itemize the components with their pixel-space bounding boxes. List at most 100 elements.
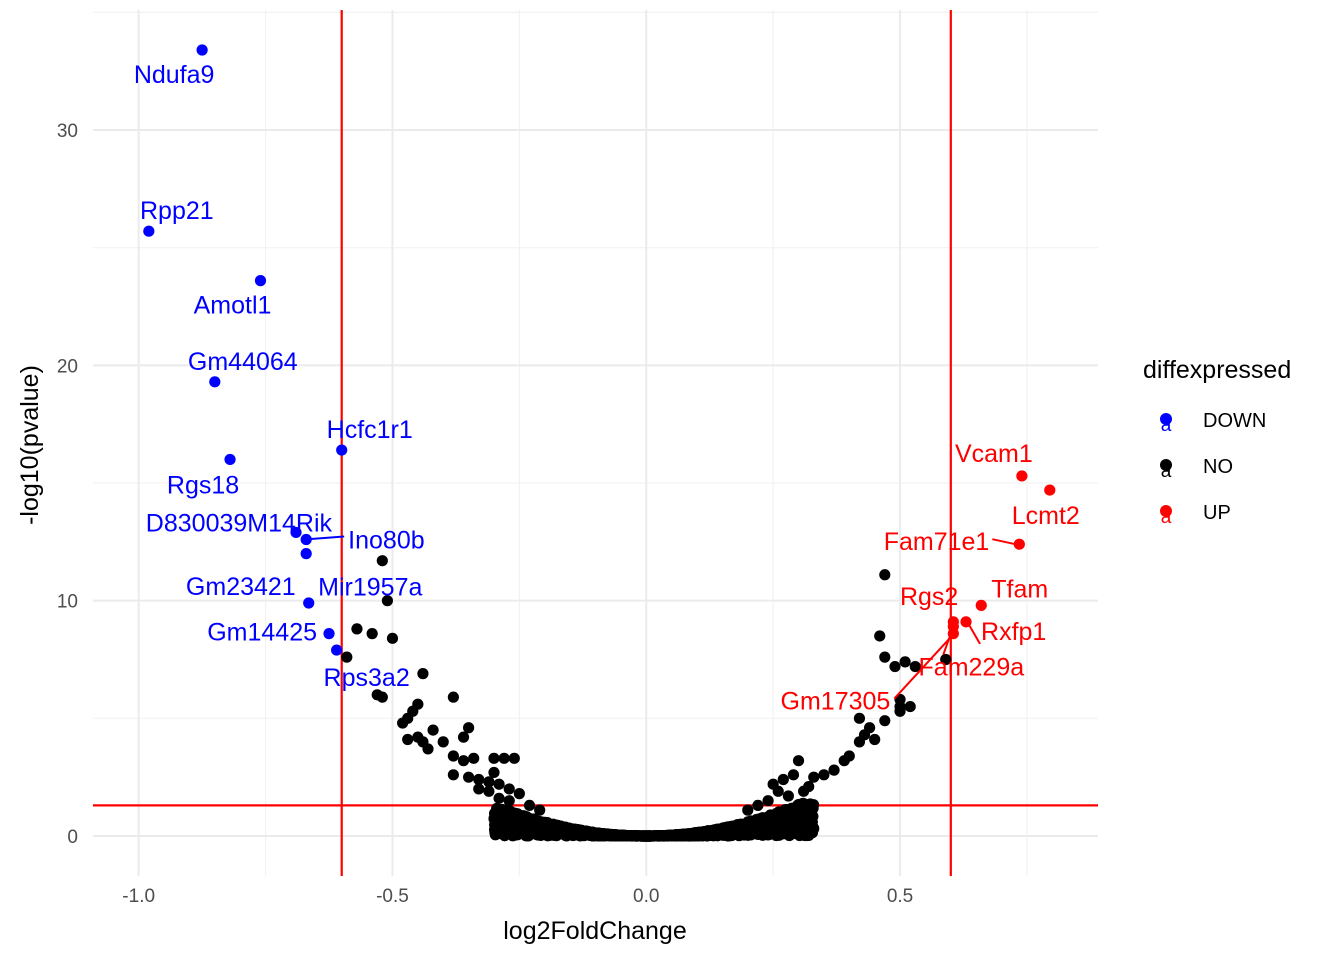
gene-label-amotl1: Amotl1: [194, 292, 272, 320]
grid-lines: [93, 10, 1098, 876]
point-no: [457, 731, 470, 743]
point-no: [730, 827, 742, 839]
legend-key-glyph: a: [1161, 461, 1172, 482]
point-no: [879, 651, 891, 663]
point-no: [571, 824, 583, 836]
legend-item-up: a UP: [1160, 502, 1231, 528]
gene-label-fam229a: Fam229a: [919, 654, 1025, 682]
point-no: [787, 769, 800, 781]
label-connectors: [304, 535, 1016, 700]
gene-label-rps3a2: Rps3a2: [324, 664, 410, 692]
point-no: [869, 733, 881, 746]
point-no: [447, 769, 459, 781]
point-no: [463, 722, 475, 734]
point-no: [493, 778, 505, 790]
point-no: [782, 790, 794, 802]
x-tick-label: -0.5: [376, 886, 409, 907]
point-up: [1016, 470, 1028, 482]
point-no: [402, 733, 414, 746]
point-down: [143, 225, 155, 237]
point-no: [437, 736, 449, 748]
point-no: [523, 799, 536, 812]
point-no: [777, 773, 789, 786]
point-no: [376, 691, 388, 703]
y-tick-label: 20: [57, 356, 78, 377]
point-no: [503, 783, 515, 795]
point-down: [254, 275, 267, 287]
point-down: [224, 453, 236, 466]
gene-label-d830039m14rik: D830039M14Rik: [146, 509, 333, 537]
gene-label-gm17305: Gm17305: [781, 688, 891, 716]
point-no: [596, 830, 609, 842]
point-up: [1013, 538, 1025, 550]
point-no: [742, 804, 754, 816]
point-no: [807, 810, 819, 822]
point-down: [209, 376, 221, 388]
point-no: [498, 752, 510, 764]
point-no: [772, 785, 784, 797]
point-no: [879, 715, 891, 727]
point-down: [196, 44, 208, 56]
point-no: [529, 814, 541, 826]
threshold-lines: [93, 10, 1098, 876]
point-no: [889, 660, 901, 673]
point-no: [681, 828, 693, 840]
point-no: [752, 799, 764, 812]
point-no: [351, 623, 363, 635]
point-no: [793, 798, 805, 811]
x-axis-title: log2FoldChange: [503, 917, 686, 945]
x-tick-label: 0.0: [633, 886, 659, 907]
point-no: [853, 736, 866, 748]
gene-label-gm23421: Gm23421: [186, 573, 296, 601]
point-down: [300, 548, 312, 560]
point-no: [499, 830, 511, 842]
point-no: [741, 829, 753, 841]
point-no: [412, 731, 424, 743]
gene-label-fam71e1: Fam71e1: [884, 528, 990, 556]
point-no: [874, 630, 886, 642]
point-no: [628, 830, 641, 842]
point-no: [792, 755, 805, 767]
gene-label-ndufa9: Ndufa9: [134, 61, 215, 89]
gene-label-rgs18: Rgs18: [167, 471, 239, 499]
gene-label-gm44064: Gm44064: [188, 348, 298, 376]
x-tick-label: 0.5: [887, 886, 913, 907]
label-connector: [992, 538, 1016, 546]
point-no: [473, 783, 485, 795]
point-no: [488, 766, 500, 779]
legend-key-glyph: a: [1161, 507, 1172, 528]
point-up: [975, 599, 987, 611]
point-no: [588, 830, 601, 842]
point-no: [767, 826, 779, 838]
gene-label-rgs2: Rgs2: [900, 583, 958, 611]
point-no: [483, 785, 495, 797]
gene-label-rxfp1: Rxfp1: [981, 618, 1046, 646]
point-down: [303, 597, 315, 609]
point-no: [488, 752, 500, 764]
legend-key-point: [1160, 505, 1172, 517]
data-points: [143, 44, 1056, 842]
legend: diffexpressed a DOWN a NO a UP: [1143, 356, 1291, 528]
legend-item-no: a NO: [1160, 456, 1233, 482]
point-no: [447, 750, 459, 762]
point-no: [386, 632, 399, 644]
point-no: [662, 830, 674, 842]
gene-label-gm14425: Gm14425: [207, 619, 317, 647]
legend-title: diffexpressed: [1143, 356, 1291, 384]
y-axis-title: -log10(pvalue): [16, 365, 44, 525]
point-no: [798, 785, 810, 797]
gene-label-hcfc1r1: Hcfc1r1: [327, 416, 413, 444]
label-connector: [893, 635, 953, 700]
gene-labels: Ndufa9 Rpp21 Amotl1 Gm44064 Hcfc1r1 Rgs18 D830…: [134, 61, 1080, 716]
point-no: [828, 764, 840, 776]
point-no: [503, 795, 515, 807]
point-no: [786, 820, 798, 832]
point-down: [331, 644, 343, 656]
point-no: [447, 691, 459, 703]
gene-label-ino80b: Ino80b: [348, 526, 424, 554]
point-no: [909, 660, 921, 673]
point-no: [508, 752, 520, 764]
y-tick-label: 30: [57, 121, 78, 142]
point-no: [468, 752, 480, 764]
